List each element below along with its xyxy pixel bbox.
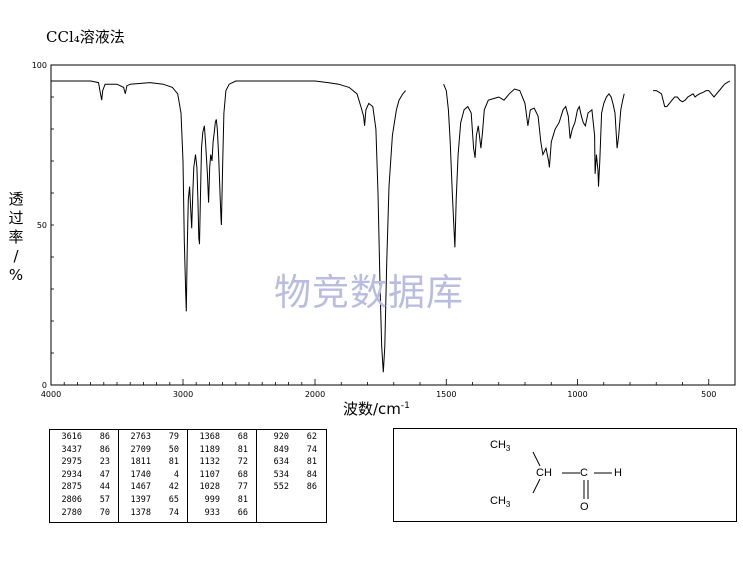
peak-wavenumber: 1811 [130, 457, 151, 468]
peak-wavenumber: 999 [204, 495, 220, 505]
molecule-bonds [532, 451, 612, 499]
peak-transmittance: 81 [168, 457, 179, 468]
x-tick-label: 1000 [567, 390, 587, 399]
peak-transmittance: 66 [237, 507, 248, 518]
y-axis-label-char: 透 [8, 190, 24, 208]
peak-transmittance: 4 [173, 469, 179, 480]
y-axis-label-char: % [8, 266, 24, 284]
spectrum-line-segment [51, 80, 406, 373]
peak-transmittance: 23 [99, 457, 110, 468]
peak-wavenumber: 3616 [61, 432, 82, 442]
spectrum-trace [51, 80, 731, 373]
peak-wavenumber: 920 [273, 432, 289, 442]
x-tick-label: 500 [701, 390, 716, 399]
peak-wavenumber: 2975 [61, 457, 82, 468]
peak-transmittance: 70 [99, 507, 110, 518]
spectrum-line-segment [443, 84, 625, 248]
peak-transmittance: 77 [237, 482, 248, 493]
peak-transmittance: 74 [306, 444, 317, 455]
atom-o: O [580, 501, 589, 513]
peak-transmittance: 65 [168, 495, 179, 505]
peak-wavenumber: 849 [273, 444, 289, 455]
x-tick-label: 2000 [305, 390, 325, 399]
spectrum-line-segment [653, 80, 731, 108]
peak-transmittance: 57 [99, 495, 110, 505]
plot-area-border [50, 64, 736, 386]
peak-wavenumber: 2763 [130, 432, 151, 442]
atom-ch3-top: CH3 [490, 439, 511, 454]
peak-transmittance: 74 [168, 507, 179, 518]
peak-transmittance: 86 [99, 444, 110, 455]
x-tick-label: 3000 [173, 390, 193, 399]
peak-wavenumber: 1107 [199, 469, 220, 480]
atom-h: H [614, 467, 622, 479]
peak-transmittance: 68 [237, 469, 248, 480]
peak-wavenumber: 1378 [130, 507, 151, 518]
axis-ticks: 4000 3000 2000 1500 1000 500 0 50 100 [32, 61, 736, 399]
peak-transmittance: 84 [306, 469, 317, 480]
x-tick-label: 1500 [436, 390, 456, 399]
peak-transmittance: 68 [237, 432, 248, 442]
peak-wavenumber: 1467 [130, 482, 151, 493]
peak-table-column: 1368 68 1189 81 1132 72 1107 68 1028 77 999 81 933 66 [187, 430, 257, 522]
peak-transmittance: 79 [168, 432, 179, 442]
y-tick-label: 0 [42, 381, 47, 390]
y-tick-label: 50 [37, 221, 47, 230]
atom-ch: CH [536, 467, 552, 479]
y-axis-label: 透过率 /% [6, 190, 26, 285]
peak-table-column: 920 62 849 74 634 81 534 84 552 86 [256, 430, 327, 522]
y-axis-label-char: / [13, 247, 19, 265]
y-axis-label-char: 过 [8, 209, 24, 227]
peak-table-column: 2763 79 2709 50 1811 81 1740 4 1467 42 1397 65 1378 7… [118, 430, 188, 522]
peak-wavenumber: 1368 [199, 432, 220, 442]
peak-wavenumber: 1397 [130, 495, 151, 505]
peak-transmittance: 62 [306, 432, 317, 442]
peak-wavenumber: 2780 [61, 507, 82, 518]
peak-transmittance: 44 [99, 482, 110, 493]
chart-title: CCl₄溶液法 [46, 28, 125, 46]
y-axis-label-char: 率 [8, 228, 24, 246]
peak-wavenumber: 3437 [61, 444, 82, 455]
peak-wavenumber: 2709 [130, 444, 151, 455]
peak-wavenumber: 1132 [199, 457, 220, 468]
peak-table-column: 3616 86 3437 86 2975 23 2934 47 2875 44 2806 57 2780… [50, 430, 118, 522]
plot-frame [50, 64, 736, 386]
structure-box: CH3 CH C H O CH3 [393, 428, 737, 522]
peak-transmittance: 42 [168, 482, 179, 493]
peak-wavenumber: 634 [273, 457, 289, 468]
peak-wavenumber: 2806 [61, 495, 82, 505]
peak-transmittance: 81 [237, 444, 248, 455]
peak-transmittance: 50 [168, 444, 179, 455]
peak-transmittance: 81 [306, 457, 317, 468]
peak-wavenumber: 933 [204, 507, 220, 518]
watermark-text: 物竞数据库 [274, 271, 464, 314]
peak-wavenumber: 534 [273, 469, 289, 480]
peak-transmittance: 86 [99, 432, 110, 442]
x-axis-label: 波数/cm-1 [343, 400, 410, 418]
atom-carbonyl-c: C [580, 467, 588, 479]
peak-wavenumber: 552 [273, 482, 289, 493]
y-tick-label: 100 [32, 61, 47, 70]
peak-wavenumber: 1189 [199, 444, 220, 455]
x-tick-label: 4000 [41, 390, 61, 399]
peak-wavenumber: 2875 [61, 482, 82, 493]
peak-wavenumber: 1028 [199, 482, 220, 493]
atom-ch3-bottom: CH3 [490, 495, 511, 510]
peak-transmittance: 47 [99, 469, 110, 480]
peak-transmittance: 81 [237, 495, 248, 505]
peak-table: 3616 86 3437 86 2975 23 2934 47 2875 44 2806 57 2780… [49, 429, 327, 523]
peak-transmittance: 86 [306, 482, 317, 493]
peak-wavenumber: 2934 [61, 469, 82, 480]
peak-wavenumber: 1740 [130, 469, 151, 480]
peak-transmittance: 72 [237, 457, 248, 468]
